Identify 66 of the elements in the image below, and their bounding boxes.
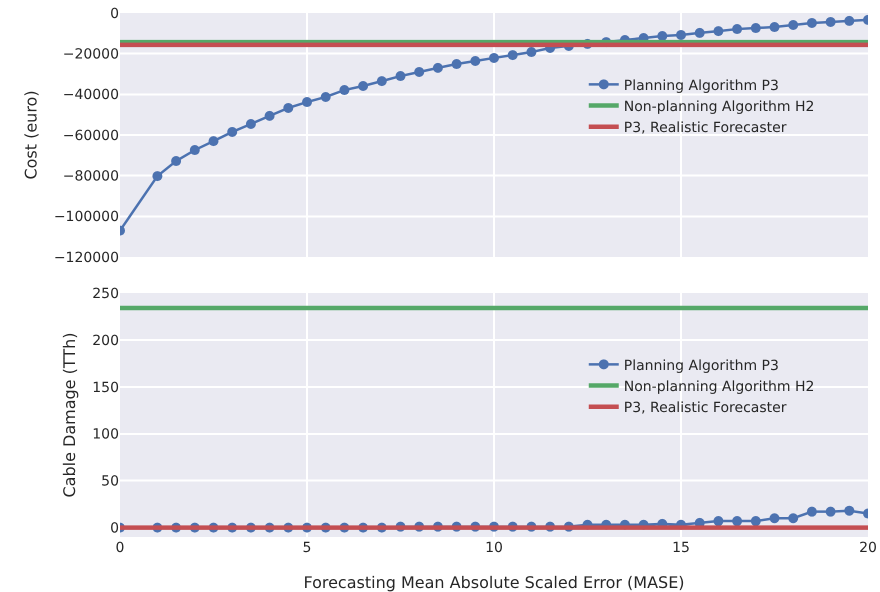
- point: [788, 20, 798, 30]
- point: [694, 28, 705, 38]
- point: [508, 50, 518, 60]
- point: [171, 156, 182, 166]
- point: [657, 30, 668, 41]
- point: [732, 24, 742, 34]
- y-tick-label: 0: [110, 6, 119, 22]
- legend-label: Non-planning Algorithm H2: [624, 378, 814, 395]
- point: [526, 47, 536, 58]
- point: [396, 71, 406, 82]
- legend-label: Planning Algorithm P3: [624, 78, 779, 94]
- point: [264, 110, 275, 121]
- point: [452, 59, 462, 70]
- point: [844, 16, 854, 26]
- point: [788, 513, 798, 524]
- y-tick-label: −60000: [62, 128, 119, 144]
- point: [432, 62, 443, 73]
- point: [302, 97, 312, 108]
- point: [246, 119, 256, 130]
- y-tick-label: 200: [92, 332, 119, 349]
- point: [713, 516, 724, 526]
- point: [750, 23, 761, 34]
- y-tick-label: −40000: [62, 87, 119, 104]
- legend-label: Planning Algorithm P3: [624, 358, 779, 374]
- point: [770, 22, 780, 32]
- point: [414, 66, 424, 77]
- point: [339, 85, 350, 96]
- point: [152, 171, 162, 182]
- point: [750, 516, 761, 526]
- point: [770, 513, 780, 524]
- legend-label: P3, Realistic Forecaster: [624, 120, 787, 136]
- legend-label: Non-planning Algorithm H2: [624, 98, 814, 115]
- point: [713, 26, 724, 36]
- point: [826, 506, 836, 517]
- y-tick-label: −20000: [62, 46, 119, 63]
- point: [732, 516, 742, 526]
- x-tick-label: 20: [859, 540, 877, 556]
- point: [227, 126, 238, 137]
- legend-label: P3, Realistic Forecaster: [624, 400, 787, 416]
- x-tick-label: 15: [672, 540, 690, 556]
- point: [676, 30, 686, 40]
- point: [826, 16, 836, 27]
- point: [489, 52, 499, 63]
- point: [470, 56, 480, 66]
- point: [376, 76, 387, 86]
- point: [844, 506, 854, 516]
- point: [320, 92, 331, 102]
- y-tick-label: −120000: [54, 250, 119, 266]
- point: [283, 102, 294, 113]
- y-tick-label: 50: [101, 474, 119, 490]
- point: [208, 136, 218, 146]
- y-tick-label: 100: [92, 426, 119, 443]
- point: [806, 18, 817, 28]
- y-tick-label: −100000: [54, 209, 119, 226]
- y-tick-label: 0: [110, 520, 119, 537]
- x-axis-title: Forecasting Mean Absolute Scaled Error (MASE): [303, 573, 685, 592]
- y-axis-title: Cable Damage (TTh): [60, 332, 80, 498]
- point: [358, 81, 368, 91]
- y-tick-label: −80000: [62, 168, 119, 185]
- y-tick-label: 150: [92, 380, 119, 396]
- point: [806, 506, 817, 517]
- x-tick-label: 5: [302, 540, 312, 556]
- point: [190, 145, 200, 156]
- y-axis-title: Cost (euro): [22, 90, 41, 180]
- y-tick-label: 250: [92, 286, 119, 302]
- x-tick-label: 10: [485, 540, 503, 556]
